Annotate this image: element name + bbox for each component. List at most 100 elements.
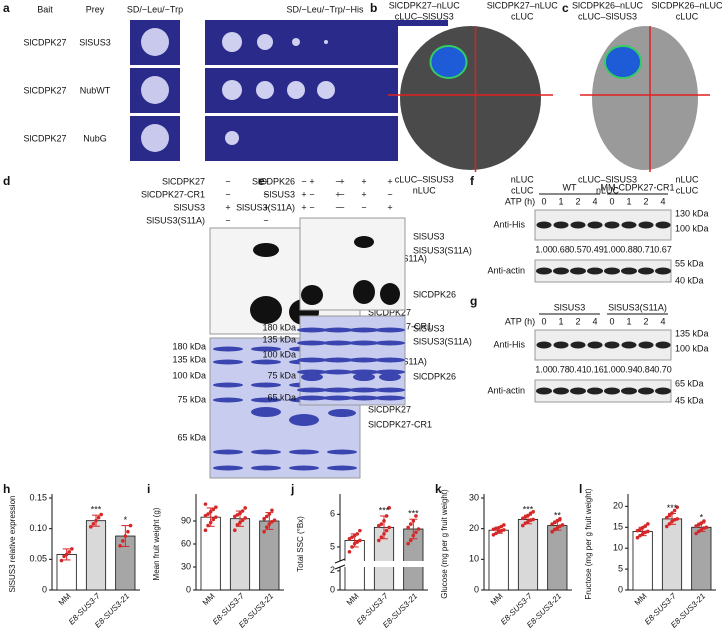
marker-label: 100 kDa xyxy=(172,370,206,380)
band xyxy=(655,341,671,349)
band xyxy=(553,387,569,395)
band xyxy=(323,387,353,393)
band xyxy=(553,221,569,229)
lane-label: 1 xyxy=(626,196,631,206)
marker-label: 135 kDa xyxy=(172,354,206,364)
panel-label: k xyxy=(435,482,442,496)
data-point xyxy=(235,513,240,517)
panel-label: c xyxy=(562,1,569,15)
significance: *** xyxy=(523,505,534,515)
condition-sign: + xyxy=(387,202,392,212)
band xyxy=(354,236,374,248)
condition-sign: − xyxy=(335,176,340,186)
condition-sign: + xyxy=(263,176,268,186)
quantification: 0.68 xyxy=(552,244,570,254)
colony xyxy=(317,81,335,99)
condition-sign: + xyxy=(361,176,366,186)
data-point xyxy=(118,544,122,548)
lane-label: 0 xyxy=(609,316,614,326)
quantification: 0.16 xyxy=(586,364,604,374)
data-point xyxy=(358,528,362,533)
construct-label: nLUC xyxy=(413,185,437,195)
band xyxy=(213,397,243,403)
marker-label: 180 kDa xyxy=(262,322,296,332)
band xyxy=(604,221,620,229)
data-point xyxy=(638,533,642,538)
data-point xyxy=(214,515,218,519)
panel-label: g xyxy=(470,294,477,308)
data-point xyxy=(414,514,418,518)
break-mark xyxy=(334,558,346,564)
band xyxy=(621,341,637,349)
data-point xyxy=(96,515,101,520)
data-point xyxy=(646,529,650,534)
significance: *** xyxy=(379,505,390,515)
data-point xyxy=(523,521,528,525)
band xyxy=(380,283,400,305)
significance: *** xyxy=(667,503,678,513)
band xyxy=(536,221,552,229)
lane-label: 4 xyxy=(592,316,597,326)
data-point xyxy=(377,538,381,543)
data-point xyxy=(414,530,418,535)
y-tick-label: 0 xyxy=(474,584,479,594)
x-tick-label: MM xyxy=(489,591,505,607)
construct-label: cLUC xyxy=(676,11,699,21)
panel-label: i xyxy=(147,482,150,496)
data-point xyxy=(67,550,72,554)
data-point xyxy=(526,513,530,518)
band xyxy=(375,327,405,333)
data-point xyxy=(696,522,701,527)
x-tick-label: MM xyxy=(57,591,73,607)
band xyxy=(604,341,620,349)
data-point xyxy=(699,527,704,532)
colony xyxy=(222,80,242,100)
quantification: 0.57 xyxy=(569,244,587,254)
lane-label: 2 xyxy=(643,196,648,206)
data-point xyxy=(638,527,642,532)
colony xyxy=(225,131,239,145)
condition-sign: − xyxy=(309,189,314,199)
data-point xyxy=(406,525,410,530)
data-point xyxy=(635,535,640,540)
bait-label: SlCDPK27 xyxy=(23,85,66,95)
band xyxy=(638,267,654,275)
lane-label: 1 xyxy=(626,316,631,326)
data-point xyxy=(235,523,240,527)
band xyxy=(349,395,379,401)
significance: ** xyxy=(554,510,562,520)
quantification: 0.88 xyxy=(620,244,638,254)
band xyxy=(349,327,379,333)
band xyxy=(289,465,319,471)
quantification: 0.71 xyxy=(637,244,655,254)
data-point xyxy=(704,525,709,530)
bar xyxy=(661,518,683,591)
condition-sign: + xyxy=(339,176,344,186)
band xyxy=(570,387,586,395)
marker-label: 45 kDa xyxy=(675,395,704,405)
data-point xyxy=(267,522,272,526)
data-point xyxy=(377,523,381,528)
significance: * xyxy=(124,515,128,525)
condition-sign: − xyxy=(335,202,340,212)
band xyxy=(289,414,319,426)
y-tick-label: 20 xyxy=(469,523,479,533)
data-point xyxy=(670,519,674,524)
data-point xyxy=(352,533,357,538)
colony xyxy=(324,40,328,44)
quantification: 1.00 xyxy=(535,244,553,254)
band xyxy=(570,341,586,349)
y-axis-label: Mean fruit weight (g) xyxy=(152,507,161,580)
band xyxy=(213,382,243,388)
data-point xyxy=(352,541,357,546)
data-point xyxy=(382,532,386,536)
data-point xyxy=(665,524,669,529)
quantification: 0.94 xyxy=(620,364,638,374)
data-point xyxy=(384,514,389,518)
band xyxy=(638,341,654,349)
band xyxy=(349,340,379,346)
construct-label: SlCDPK27–nLUC xyxy=(389,0,461,10)
band xyxy=(349,357,379,363)
bar xyxy=(547,525,568,591)
y-tick-label: 10 xyxy=(469,554,479,564)
